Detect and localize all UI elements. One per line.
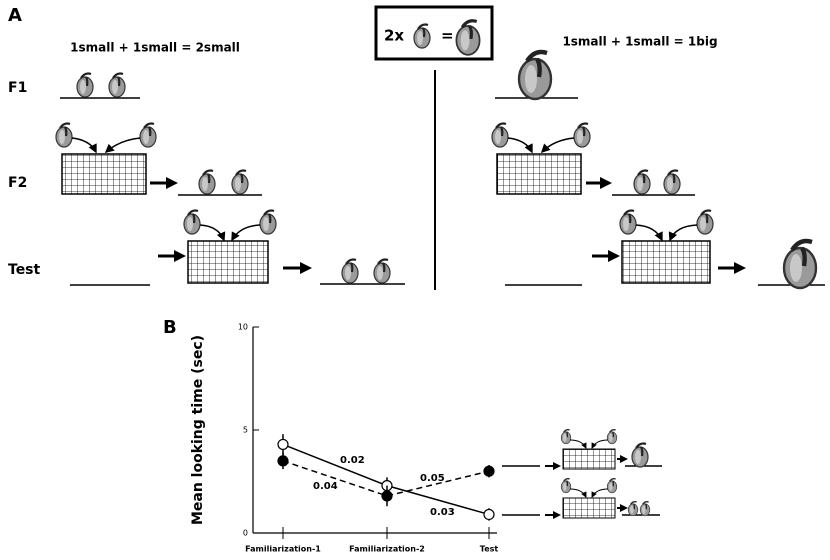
x-tick-label: Test bbox=[480, 545, 499, 554]
center-box: 2x = bbox=[376, 7, 492, 59]
chart: B Mean looking time (sec) 0 5 10 Familiarizat… bbox=[163, 317, 498, 554]
x-tick-label: Familiarization-1 bbox=[245, 545, 321, 554]
box-text: = bbox=[441, 27, 454, 45]
point bbox=[278, 439, 288, 449]
y-tick-label: 5 bbox=[243, 426, 248, 435]
annotation: 0.05 bbox=[420, 473, 445, 484]
panel-label: A bbox=[8, 5, 22, 26]
inset-diagrams bbox=[502, 430, 662, 518]
point bbox=[278, 456, 288, 466]
row-label: F2 bbox=[8, 175, 27, 191]
heading: 1small + 1small = 1big bbox=[562, 35, 717, 49]
point bbox=[484, 509, 494, 519]
row-label: Test bbox=[8, 262, 41, 278]
y-tick-label: 0 bbox=[243, 529, 248, 538]
y-tick-label: 10 bbox=[238, 323, 248, 332]
heading: 1small + 1small = 2small bbox=[70, 41, 240, 55]
diagram-right bbox=[492, 52, 825, 288]
row-label: F1 bbox=[8, 80, 27, 96]
point bbox=[484, 466, 494, 476]
box-text: 2x bbox=[384, 27, 404, 45]
point bbox=[382, 491, 392, 501]
y-axis-label: Mean looking time (sec) bbox=[190, 335, 206, 525]
annotation: 0.03 bbox=[430, 507, 455, 518]
x-tick-label: Familiarization-2 bbox=[349, 545, 425, 554]
figure: A 1small + 1small = 2small 1small + 1sma… bbox=[0, 0, 830, 560]
annotation: 0.02 bbox=[340, 455, 365, 466]
panel-label: B bbox=[163, 317, 177, 338]
diagram-left bbox=[56, 74, 405, 286]
annotation: 0.04 bbox=[313, 481, 338, 492]
